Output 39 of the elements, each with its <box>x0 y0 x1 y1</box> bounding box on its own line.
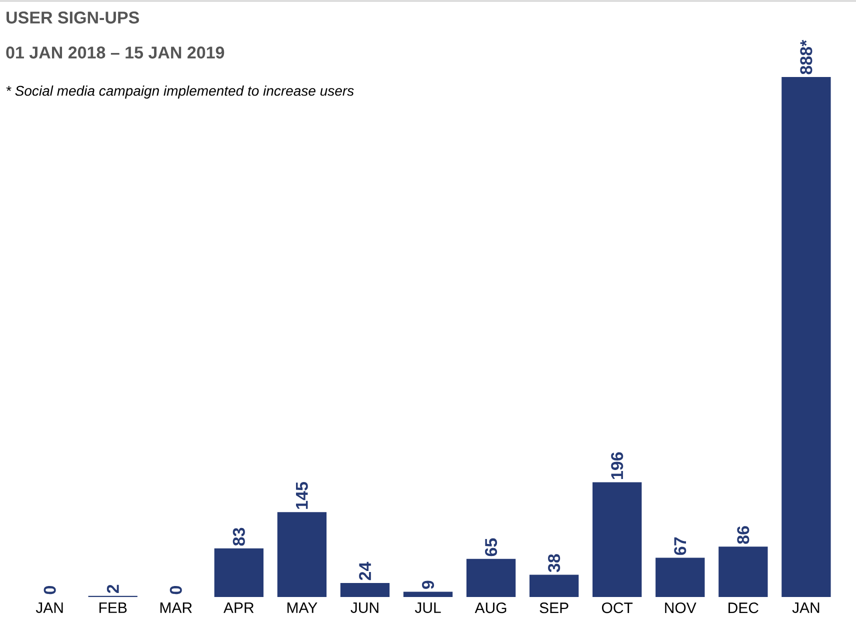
x-tick-label: JAN <box>792 602 820 613</box>
data-label: 888* <box>800 40 812 74</box>
x-tick-label: SEP <box>540 602 568 614</box>
data-label: 9 <box>422 580 434 589</box>
bar <box>403 592 453 597</box>
data-label: 38 <box>548 554 560 572</box>
data-label: 86 <box>737 526 750 544</box>
data-label: 65 <box>485 538 498 556</box>
bar <box>782 76 831 597</box>
x-tick-label: JUN <box>350 602 378 613</box>
annotation: * Social media campaign implemented to increase users <box>6 86 354 99</box>
data-label: 0 <box>170 586 182 594</box>
x-tick-label: DEC <box>728 602 758 614</box>
bar <box>466 558 516 597</box>
bar <box>592 482 642 597</box>
chart-title: USER SIGN-UPS <box>6 12 139 24</box>
chart-subtitle: 01 JAN 2018 – 15 JAN 2019 <box>6 46 224 59</box>
bar <box>214 548 264 597</box>
x-tick-label: MAY <box>287 602 318 613</box>
x-tick-label: FEB <box>99 602 127 613</box>
data-label: 67 <box>674 537 686 555</box>
data-label: 145 <box>296 482 308 509</box>
bar <box>340 582 390 597</box>
data-label: 83 <box>232 528 245 546</box>
bar <box>277 512 327 597</box>
x-tick-label: MAR <box>160 602 192 613</box>
x-tick-label: NOV <box>665 602 696 614</box>
x-tick-label: AUG <box>474 602 506 614</box>
bar <box>718 546 768 597</box>
data-label: 0 <box>44 586 56 594</box>
x-tick-label: JUL <box>414 602 441 613</box>
bar <box>529 574 579 597</box>
x-tick-label: OCT <box>602 602 633 614</box>
data-label: 2 <box>106 584 119 594</box>
x-tick-label: JAN <box>36 602 63 613</box>
bar <box>656 558 705 597</box>
data-label: 196 <box>611 452 624 479</box>
x-tick-label: APR <box>224 602 254 613</box>
data-label: 24 <box>359 562 371 580</box>
